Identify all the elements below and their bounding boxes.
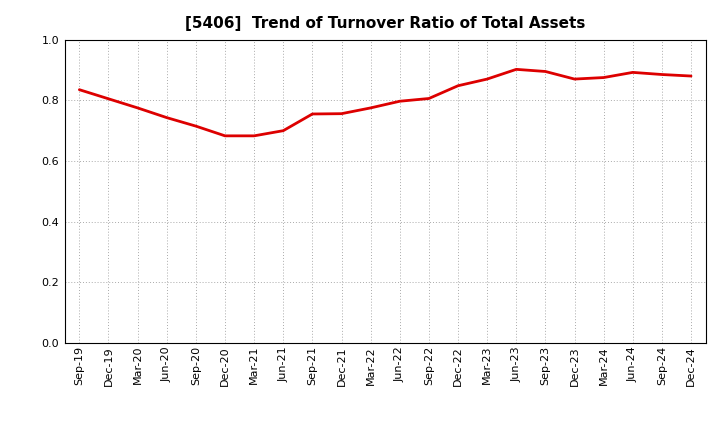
Title: [5406]  Trend of Turnover Ratio of Total Assets: [5406] Trend of Turnover Ratio of Total … — [185, 16, 585, 32]
